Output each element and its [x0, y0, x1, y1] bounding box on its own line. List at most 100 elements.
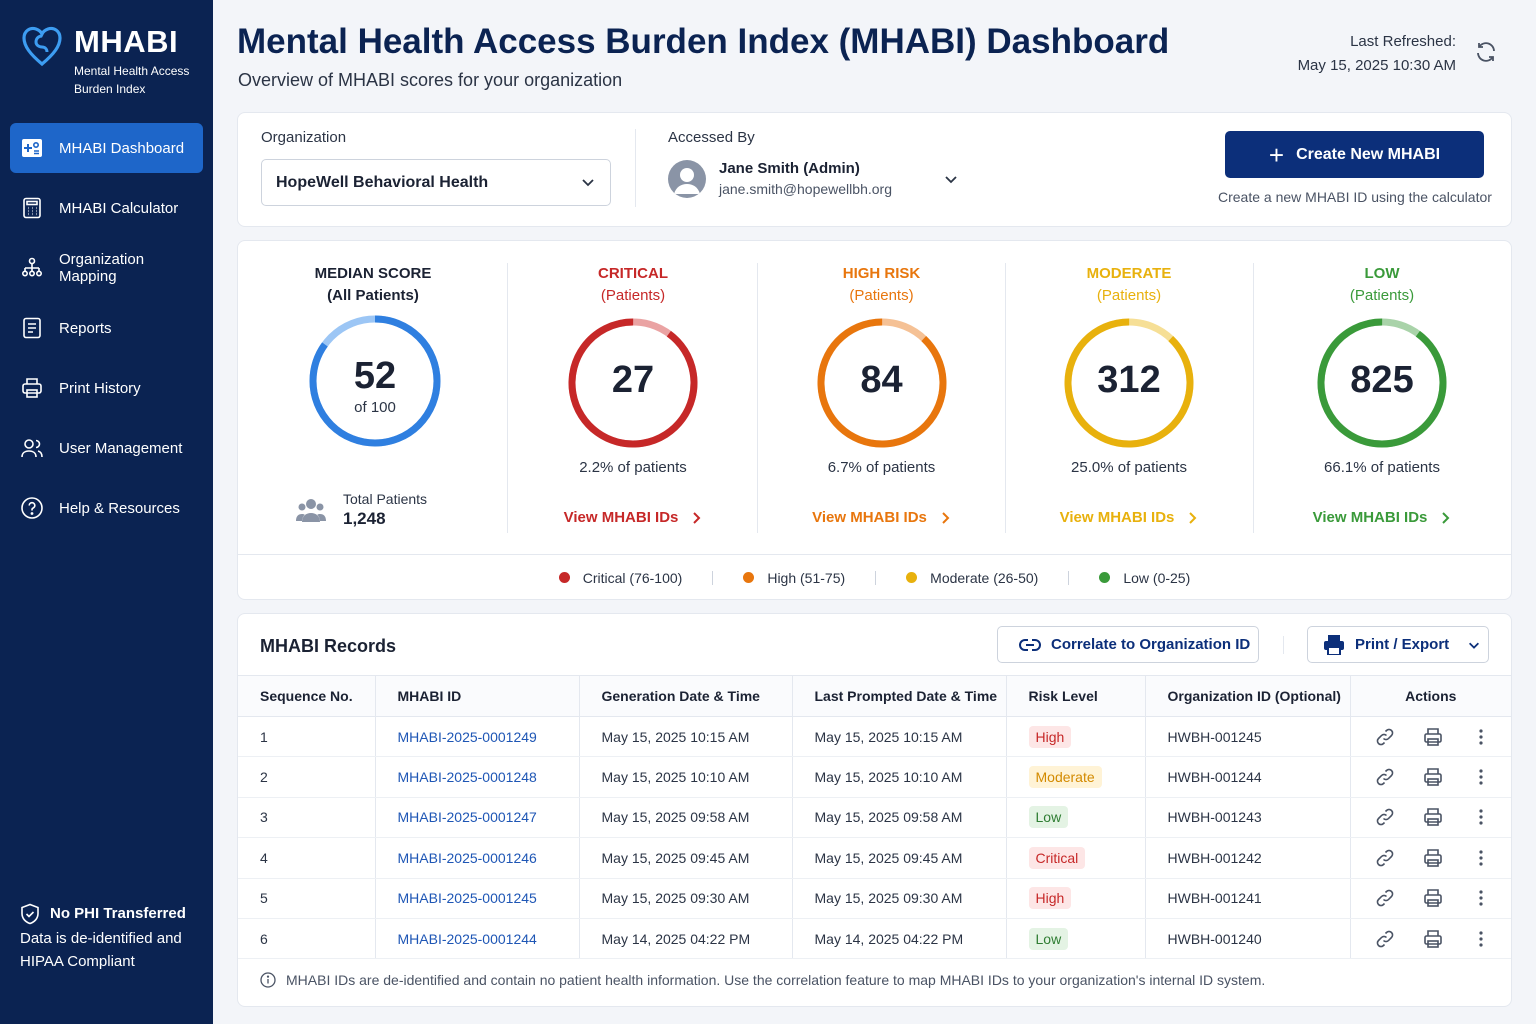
moderate-panel: MODERATE (Patients) 312 25.0% of patient… — [1005, 241, 1253, 553]
chevron-down-icon[interactable] — [943, 171, 959, 187]
compliance-note: No PHI Transferred Data is de-identified… — [20, 902, 205, 973]
link-icon[interactable] — [1361, 929, 1409, 949]
deidentified-note: MHABI IDs are de-identified and contain … — [260, 972, 1265, 988]
mhabi-id-cell: MHABI-2025-0001248 — [374, 756, 579, 798]
mhabi-id-cell: MHABI-2025-0001247 — [374, 797, 579, 839]
link-icon[interactable] — [1361, 767, 1409, 787]
correlate-button[interactable]: Correlate to Organization ID — [997, 626, 1259, 663]
mhabi-id-link[interactable]: MHABI-2025-0001247 — [397, 809, 537, 826]
create-new-mhabi-button[interactable]: + Create New MHABI — [1225, 131, 1484, 178]
column-header[interactable]: Last Prompted Date & Time — [791, 675, 1006, 717]
sequence-cell: 4 — [238, 837, 375, 879]
link-icon[interactable] — [1361, 888, 1409, 908]
median-of: of 100 — [354, 399, 396, 416]
more-options-icon[interactable] — [1457, 889, 1505, 907]
correlate-label: Correlate to Organization ID — [1051, 636, 1251, 653]
legend-dot — [743, 572, 755, 583]
column-header[interactable]: Risk Level — [1005, 675, 1145, 717]
view-mhabi-ids-link[interactable]: View MHABI IDs — [1253, 509, 1511, 526]
organization-select[interactable]: HopeWell Behavioral Health — [261, 159, 611, 206]
brand-name: MHABI — [74, 24, 179, 59]
brand-logo[interactable]: MHABI Mental Health Access Burden Index — [20, 24, 204, 98]
column-header: Actions — [1349, 675, 1511, 717]
generation-date-cell: May 14, 2025 04:22 PM — [578, 918, 792, 960]
view-link-label: View MHABI IDs — [563, 509, 679, 526]
mhabi-id-link[interactable]: MHABI-2025-0001246 — [397, 849, 537, 866]
link-icon[interactable] — [1361, 727, 1409, 747]
table-row[interactable]: 5 MHABI-2025-0001245 May 15, 2025 09:30 … — [238, 878, 1511, 919]
sidebar-item-help[interactable]: Help & Resources — [10, 483, 203, 533]
mhabi-id-link[interactable]: MHABI-2025-0001244 — [397, 930, 537, 947]
mhabi-id-cell: MHABI-2025-0001249 — [374, 716, 579, 758]
view-mhabi-ids-link[interactable]: View MHABI IDs — [1005, 509, 1253, 526]
page-title: Mental Health Access Burden Index (MHABI… — [237, 22, 1170, 61]
actions-cell — [1349, 878, 1511, 919]
category-title: HIGH RISK (Patients) — [758, 263, 1005, 307]
more-options-icon[interactable] — [1457, 849, 1505, 867]
table-row[interactable]: 6 MHABI-2025-0001244 May 14, 2025 04:22 … — [238, 918, 1511, 960]
generation-date-cell: May 15, 2025 09:58 AM — [578, 797, 792, 839]
mhabi-id-cell: MHABI-2025-0001244 — [374, 918, 579, 960]
generation-date-cell: May 15, 2025 09:30 AM — [578, 878, 792, 919]
more-options-icon[interactable] — [1457, 930, 1505, 948]
column-header[interactable]: MHABI ID — [374, 675, 579, 717]
mhabi-id-link[interactable]: MHABI-2025-0001249 — [397, 728, 537, 745]
chevron-right-icon — [1442, 511, 1450, 524]
records-table: Sequence No. MHABI ID Generation Date & … — [238, 675, 1511, 960]
avatar — [668, 160, 706, 198]
median-title-text: MEDIAN SCORE — [314, 265, 432, 282]
table-row[interactable]: 3 MHABI-2025-0001247 May 15, 2025 09:58 … — [238, 797, 1511, 839]
printer-icon[interactable] — [1409, 929, 1457, 949]
mhabi-id-link[interactable]: MHABI-2025-0001248 — [397, 769, 537, 786]
sidebar-item-org-mapping[interactable]: Organization Mapping — [10, 243, 203, 293]
risk-legend: Critical (76-100) High (51-75) Moderate (2… — [238, 554, 1511, 600]
table-row[interactable]: 2 MHABI-2025-0001248 May 15, 2025 10:10 … — [238, 756, 1511, 798]
more-options-icon[interactable] — [1457, 768, 1505, 786]
user-avatar-icon — [674, 168, 700, 194]
column-header[interactable]: Organization ID (Optional) — [1144, 675, 1350, 717]
generation-date-cell: May 15, 2025 09:45 AM — [578, 837, 792, 879]
sidebar-nav: MHABI Dashboard MHABI Calculator Organiz… — [10, 123, 203, 543]
patients-group-icon — [296, 499, 326, 522]
printer-icon[interactable] — [1409, 807, 1457, 827]
more-options-icon[interactable] — [1457, 808, 1505, 826]
category-percent: 25.0% of patients — [1071, 459, 1187, 476]
more-options-icon[interactable] — [1457, 728, 1505, 746]
table-row[interactable]: 1 MHABI-2025-0001249 May 15, 2025 10:15 … — [238, 716, 1511, 758]
sidebar-item-user-management[interactable]: User Management — [10, 423, 203, 473]
table-row[interactable]: 4 MHABI-2025-0001246 May 15, 2025 09:45 … — [238, 837, 1511, 879]
users-icon — [20, 436, 44, 460]
column-header[interactable]: Generation Date & Time — [578, 675, 792, 717]
note-text: MHABI IDs are de-identified and contain … — [286, 972, 1266, 988]
user-menu[interactable]: Jane Smith (Admin) jane.smith@hopewellbh… — [668, 159, 892, 199]
chevron-right-icon — [1189, 511, 1197, 524]
printer-icon[interactable] — [1409, 727, 1457, 747]
risk-level-cell: Low — [1005, 918, 1145, 960]
category-percent: 2.2% of patients — [579, 459, 687, 476]
mhabi-id-link[interactable]: MHABI-2025-0001245 — [397, 890, 537, 907]
actions-cell — [1349, 837, 1511, 879]
org-mapping-icon — [20, 256, 44, 280]
printer-icon[interactable] — [1409, 888, 1457, 908]
link-icon[interactable] — [1361, 807, 1409, 827]
view-mhabi-ids-link[interactable]: View MHABI IDs — [758, 509, 1005, 526]
sidebar-item-calculator[interactable]: MHABI Calculator — [10, 183, 203, 233]
category-subtitle-text: (Patients) — [849, 287, 914, 304]
refresh-icon[interactable] — [1474, 40, 1498, 64]
column-header[interactable]: Sequence No. — [238, 675, 375, 717]
print-export-button[interactable]: Print / Export — [1307, 626, 1489, 663]
risk-badge: Critical — [1028, 846, 1086, 869]
printer-icon[interactable] — [1409, 767, 1457, 787]
records-title: MHABI Records — [260, 636, 397, 656]
org-id-cell: HWBH-001243 — [1144, 797, 1350, 839]
sidebar-item-print-history[interactable]: Print History — [10, 363, 203, 413]
printer-icon[interactable] — [1409, 848, 1457, 868]
user-name: Jane Smith (Admin) — [719, 160, 860, 177]
sequence-cell: 2 — [238, 756, 375, 798]
link-icon[interactable] — [1361, 848, 1409, 868]
legend-separator — [1068, 570, 1070, 585]
total-patients-label: Total Patients — [343, 491, 428, 507]
sidebar-item-reports[interactable]: Reports — [10, 303, 203, 353]
view-mhabi-ids-link[interactable]: View MHABI IDs — [508, 509, 758, 526]
sidebar-item-dashboard[interactable]: MHABI Dashboard — [10, 123, 203, 173]
